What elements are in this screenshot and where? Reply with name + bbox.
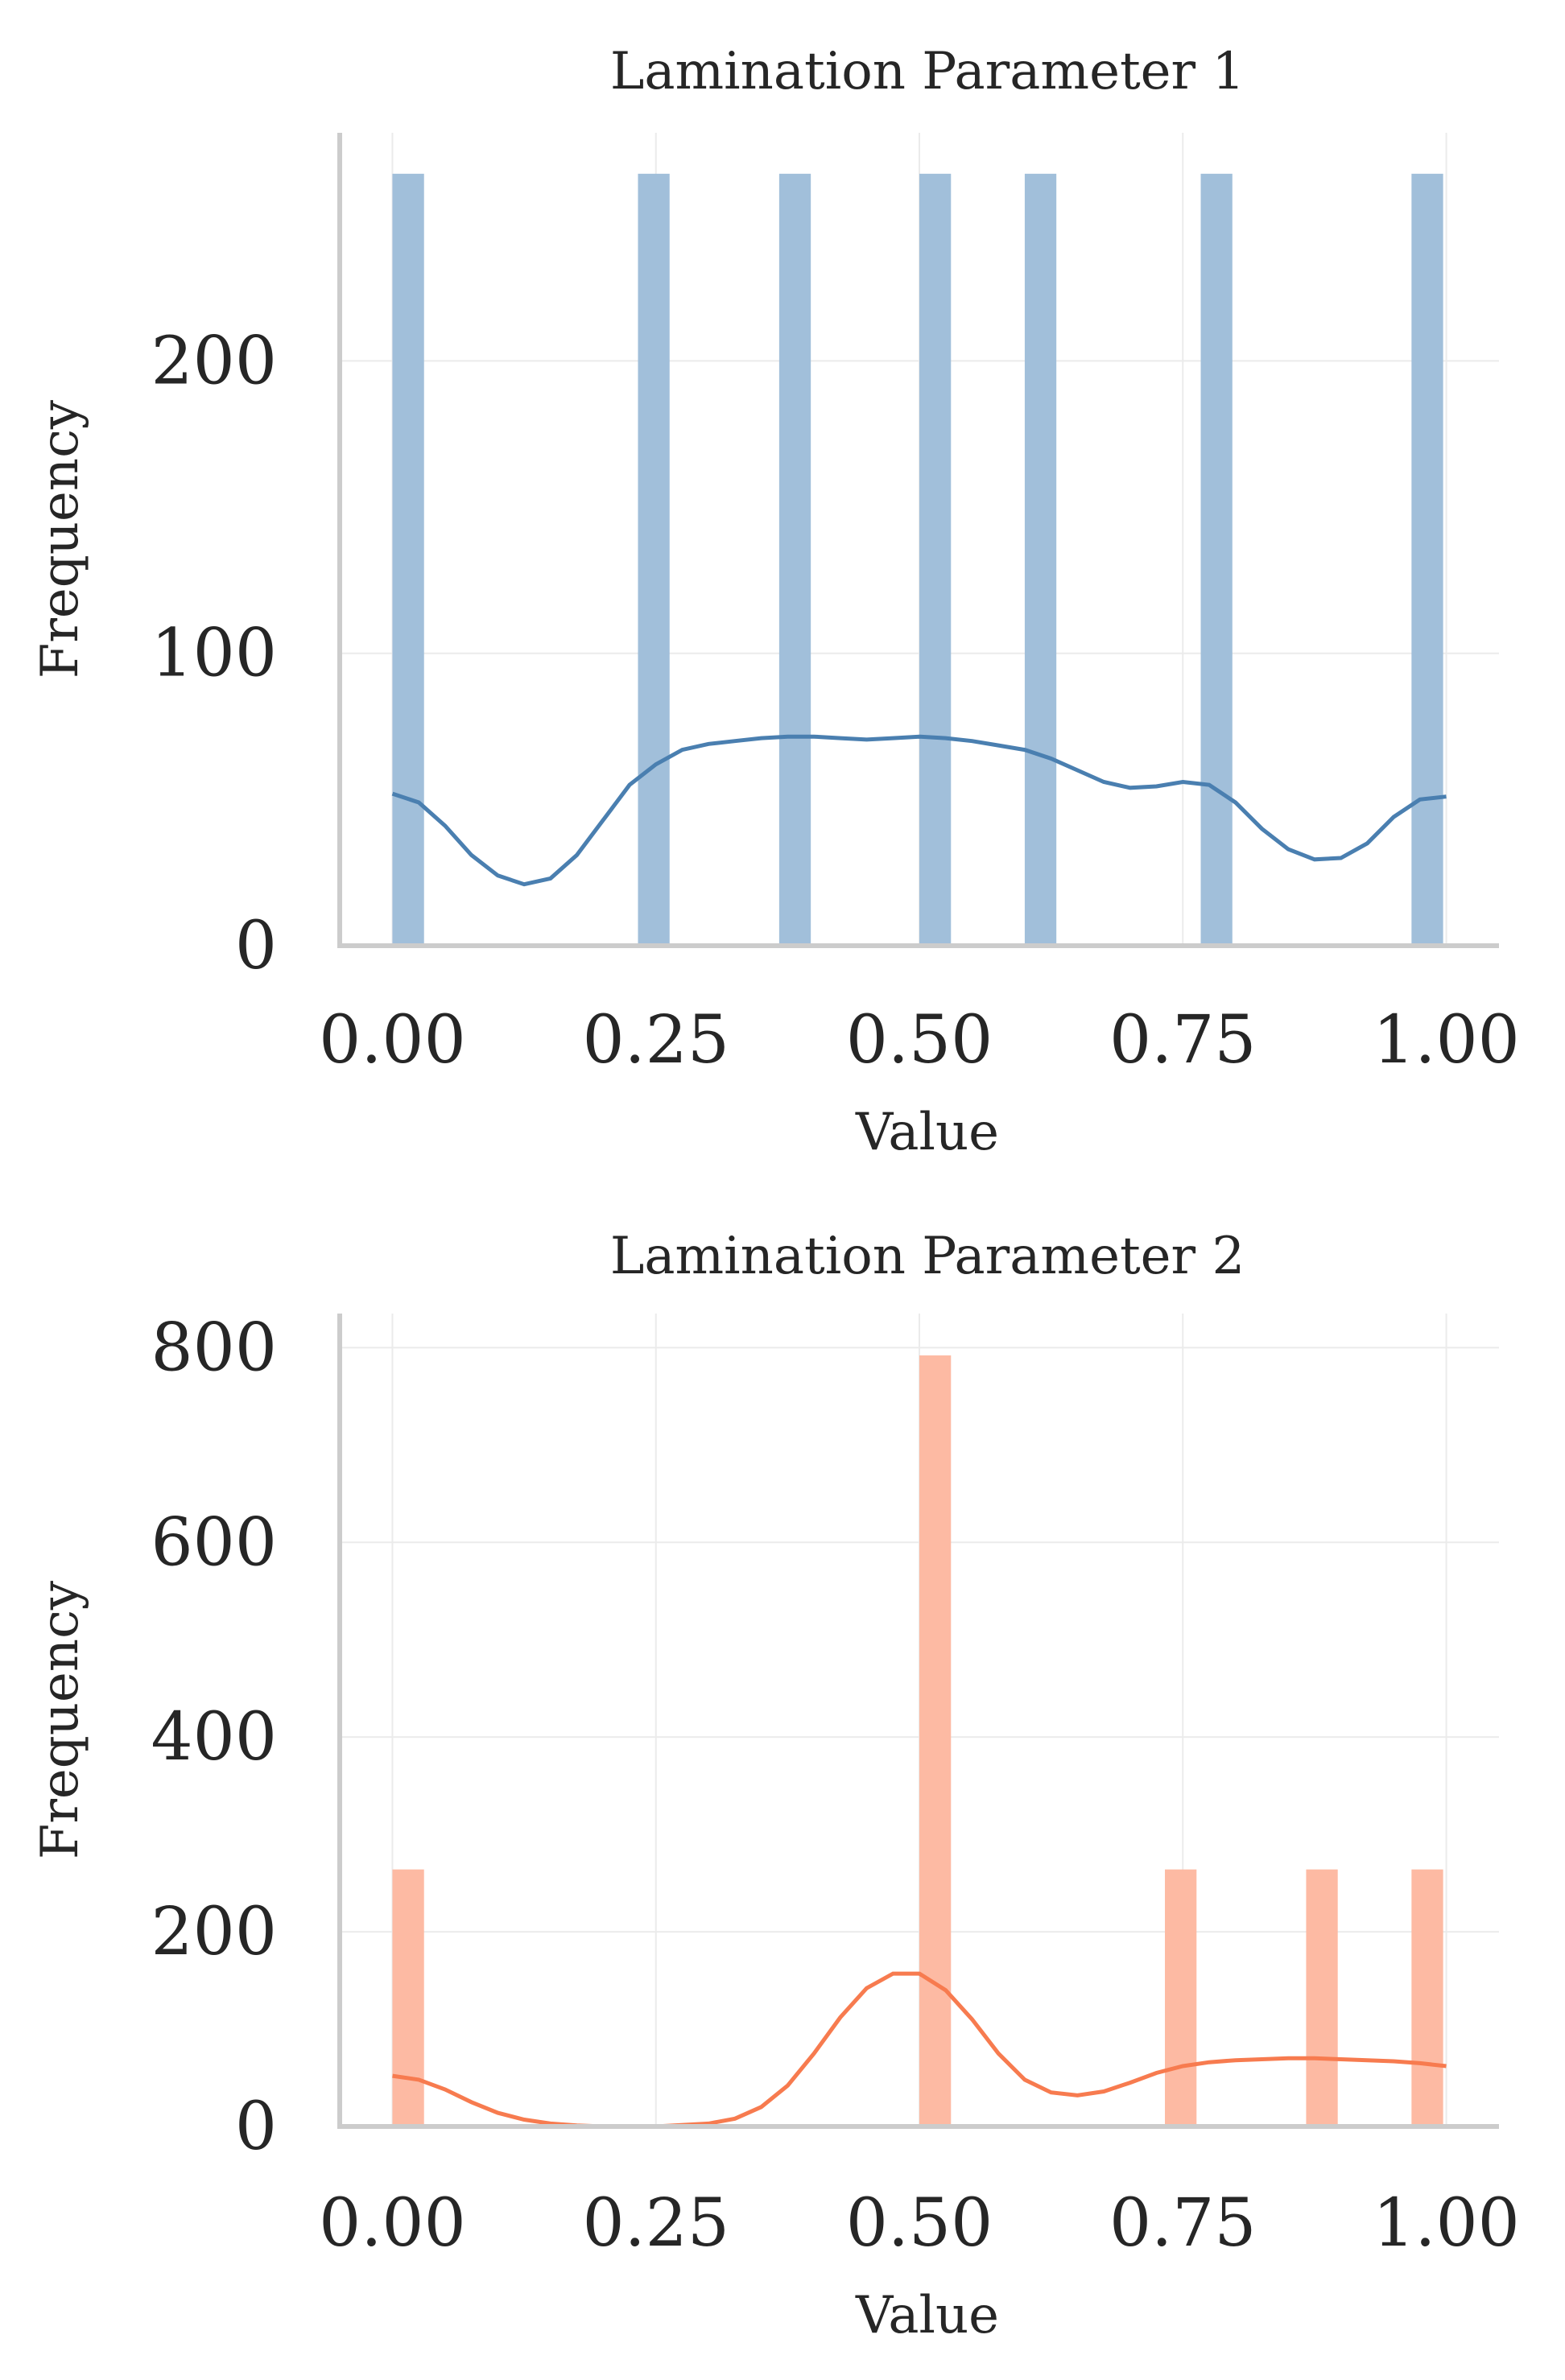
- histogram-bar-1: [919, 1355, 952, 2126]
- x-tick-label: 0.50: [846, 1002, 993, 1079]
- histogram-bar-0: [392, 173, 424, 947]
- y-tick-label: 0: [235, 2089, 277, 2165]
- y-axis-label: Frequency: [31, 400, 90, 679]
- histogram-bar-0: [392, 1869, 424, 2126]
- histogram-bar-1: [638, 173, 670, 947]
- x-tick-label: 0.00: [319, 1002, 466, 1079]
- x-tick-label: 1.00: [1373, 1002, 1520, 1079]
- y-tick-label: 100: [151, 616, 277, 692]
- x-tick-label: 0.25: [582, 2185, 729, 2262]
- x-tick-labels: 0.00 0.25 0.50 0.75 1.00: [319, 1002, 1520, 1079]
- kde-curve: [391, 734, 1447, 887]
- y-tick-labels: 0 100 200: [151, 323, 277, 984]
- histogram-bars: [392, 173, 1443, 947]
- histogram-bar-3: [919, 173, 952, 947]
- histogram-bars: [392, 1355, 1443, 2126]
- histogram-bar-4: [1024, 173, 1057, 947]
- x-axis-label: Value: [855, 2286, 999, 2345]
- y-tick-label: 200: [151, 323, 277, 399]
- x-tick-label: 0.25: [582, 1002, 729, 1079]
- x-tick-labels: 0.00 0.25 0.50 0.75 1.00: [319, 2185, 1520, 2262]
- histogram-bar-5: [1200, 173, 1233, 947]
- x-tick-label: 0.50: [846, 2185, 993, 2262]
- x-tick-label: 0.75: [1109, 1002, 1257, 1079]
- x-tick-label: 1.00: [1373, 2185, 1520, 2262]
- x-tick-label: 0.75: [1109, 2185, 1257, 2262]
- histogram-bar-6: [1411, 173, 1443, 947]
- y-tick-label: 600: [151, 1504, 277, 1581]
- x-tick-label: 0.00: [319, 2185, 466, 2262]
- histogram-bar-4: [1411, 1869, 1443, 2126]
- y-tick-label: 0: [235, 908, 277, 984]
- chart-panel-lamination-1: 0.00 0.25 0.50 0.75 1.00 0 100 200 Lamination …: [31, 42, 1520, 1162]
- histogram-bar-2: [1165, 1869, 1197, 2126]
- y-tick-label: 200: [151, 1894, 277, 1970]
- chart-panel-lamination-2: 0.00 0.25 0.50 0.75 1.00 0 200 400 600 800 Lamin…: [31, 1227, 1520, 2345]
- histogram-bar-3: [1306, 1869, 1338, 2126]
- histogram-bar-2: [778, 173, 811, 947]
- x-axis-label: Value: [855, 1103, 999, 1162]
- y-axis-label: Frequency: [31, 1581, 90, 1859]
- chart-title: Lamination Parameter 1: [610, 42, 1245, 101]
- y-tick-label: 800: [151, 1310, 277, 1386]
- y-tick-labels: 0 200 400 600 800: [151, 1310, 277, 2165]
- chart-title: Lamination Parameter 2: [610, 1227, 1245, 1286]
- y-tick-label: 400: [151, 1699, 277, 1776]
